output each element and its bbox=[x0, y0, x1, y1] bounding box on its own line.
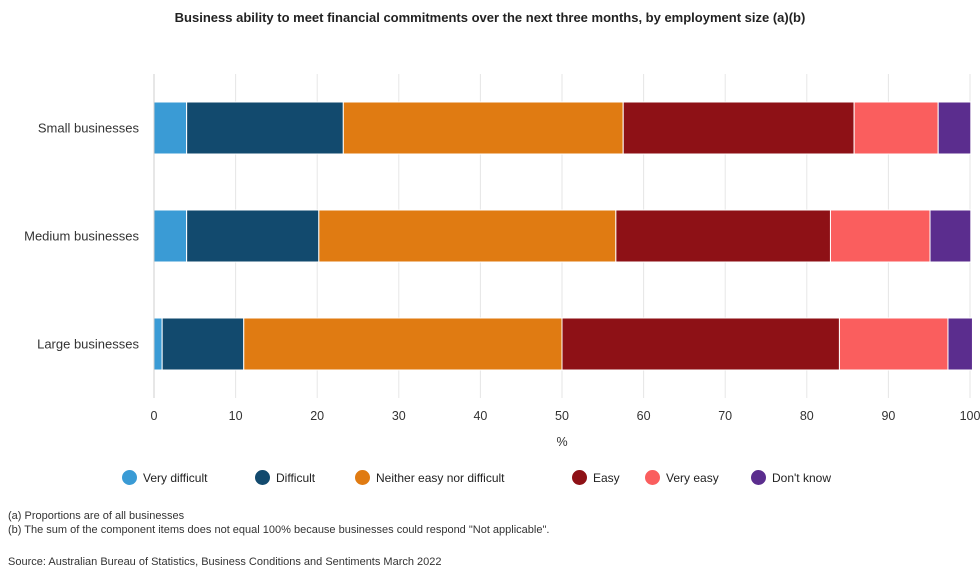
bar-segment bbox=[838, 317, 949, 371]
footnote-b: (b) The sum of the component items does … bbox=[8, 524, 550, 536]
bar-segment bbox=[153, 209, 188, 263]
x-tick-label: 20 bbox=[310, 409, 324, 423]
x-tick-label: 30 bbox=[392, 409, 406, 423]
bar-segment bbox=[153, 101, 188, 155]
legend-item: Easy bbox=[572, 470, 620, 485]
legend-label: Difficult bbox=[276, 470, 316, 485]
bar-segment bbox=[622, 101, 855, 155]
legend-item: Neither easy nor difficult bbox=[355, 470, 505, 485]
legend-label: Neither easy nor difficult bbox=[376, 470, 505, 485]
bar-segment bbox=[318, 209, 617, 263]
bar-segment bbox=[186, 101, 344, 155]
legend-swatch bbox=[255, 470, 270, 485]
chart-legend: Very difficult Difficult Neither easy nor … bbox=[122, 470, 882, 494]
category-label: Small businesses bbox=[38, 121, 140, 136]
x-axis-title: % bbox=[556, 435, 567, 449]
legend-item: Very difficult bbox=[122, 470, 207, 485]
legend-label: Very easy bbox=[666, 470, 719, 485]
legend-swatch bbox=[751, 470, 766, 485]
bar-segment bbox=[153, 317, 163, 371]
bar-segment bbox=[161, 317, 245, 371]
bar-segment bbox=[561, 317, 840, 371]
x-tick-label: 60 bbox=[637, 409, 651, 423]
x-tick-label: 50 bbox=[555, 409, 569, 423]
x-tick-label: 70 bbox=[718, 409, 732, 423]
bar-segment bbox=[243, 317, 563, 371]
bar-segment bbox=[929, 209, 972, 263]
x-tick-label: 80 bbox=[800, 409, 814, 423]
footnotes: (a) Proportions are of all businesses (b… bbox=[8, 509, 549, 537]
source-note: Source: Australian Bureau of Statistics,… bbox=[8, 556, 442, 568]
legend-item: Don't know bbox=[751, 470, 831, 485]
category-label: Medium businesses bbox=[24, 229, 139, 244]
legend-swatch bbox=[355, 470, 370, 485]
x-tick-label: 100 bbox=[960, 409, 980, 423]
bar-segment bbox=[342, 101, 624, 155]
legend-label: Easy bbox=[593, 470, 620, 485]
x-tick-label: 40 bbox=[473, 409, 487, 423]
bar-segment bbox=[186, 209, 320, 263]
bar-segment bbox=[853, 101, 939, 155]
x-tick-label: 90 bbox=[881, 409, 895, 423]
legend-label: Very difficult bbox=[143, 470, 208, 485]
bar-segment bbox=[937, 101, 972, 155]
legend-item: Very easy bbox=[645, 470, 719, 485]
footnote-a: (a) Proportions are of all businesses bbox=[8, 510, 185, 522]
legend-label: Don't know bbox=[772, 470, 831, 485]
legend-swatch bbox=[122, 470, 137, 485]
x-tick-label: 0 bbox=[151, 409, 158, 423]
x-tick-label: 10 bbox=[229, 409, 243, 423]
legend-swatch bbox=[645, 470, 660, 485]
bar-segment bbox=[947, 317, 973, 371]
legend-item: Difficult bbox=[255, 470, 315, 485]
legend-swatch bbox=[572, 470, 587, 485]
stacked-bar-chart: Small businesses Medium businesses Large b… bbox=[24, 74, 980, 449]
chart-title: Business ability to meet financial commi… bbox=[174, 10, 806, 25]
bar-segment bbox=[829, 209, 931, 263]
category-label: Large businesses bbox=[37, 337, 139, 352]
bar-segment bbox=[615, 209, 831, 263]
